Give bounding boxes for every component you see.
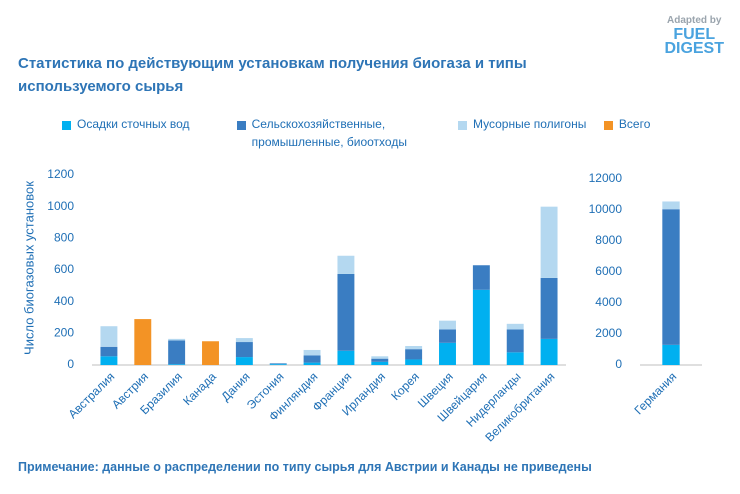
x-tick-label: Австралия — [65, 369, 117, 421]
bar-segment — [506, 323, 524, 330]
bar-segment — [439, 342, 456, 365]
legend-label: Мусорные полигоны — [472, 117, 587, 131]
bar-segment — [168, 340, 186, 365]
legend-item: Мусорные полигоны — [457, 117, 592, 151]
bar-segment — [100, 346, 118, 357]
bar-segment — [134, 319, 152, 365]
bar-segment — [662, 209, 680, 345]
legend-swatch — [603, 121, 613, 130]
bar-segment — [506, 329, 524, 353]
note: Примечание: данные о распределении по ти… — [18, 460, 592, 474]
y-tick-label: 12000 — [589, 171, 623, 185]
bar-segment — [371, 358, 389, 362]
y-tick-label: 200 — [54, 326, 74, 340]
y-tick-label: 1200 — [47, 167, 74, 181]
bar-segment — [235, 357, 253, 365]
y-tick-label: 4000 — [595, 295, 622, 309]
bar-segment — [303, 349, 321, 356]
y-tick-label: 400 — [54, 294, 74, 308]
y-tick-label: 600 — [54, 262, 74, 276]
x-tick-label: Германия — [631, 369, 679, 417]
legend-swatch — [62, 121, 71, 130]
bar-segment — [662, 201, 680, 210]
legend-swatch — [457, 121, 467, 130]
bar-segment — [269, 363, 287, 365]
bar-segment — [540, 338, 558, 365]
y-tick-label: 8000 — [595, 233, 622, 247]
bar-segment — [439, 320, 456, 330]
bar-segment — [439, 329, 456, 343]
legend-label: Всего — [618, 117, 651, 131]
bar-segment — [235, 342, 253, 358]
bar-segment — [371, 356, 389, 359]
legend-swatch — [236, 121, 246, 130]
bar-segment — [371, 361, 389, 365]
bar-segment — [506, 352, 524, 365]
bar-segment — [337, 255, 355, 274]
y-tick-label: 2000 — [595, 326, 622, 340]
legend-item: Осадки сточных вод — [62, 117, 225, 151]
bar-segment — [405, 359, 423, 365]
y-tick-label: 0 — [615, 357, 622, 371]
bar-segment — [303, 355, 321, 363]
legend: Осадки сточных вод Сельскохозяйственные, … — [62, 117, 702, 151]
y-tick-label: 0 — [67, 357, 74, 371]
bar-segment — [405, 349, 423, 360]
bar-segment — [337, 273, 355, 351]
bar-segment — [662, 344, 680, 365]
chart-title: Статистика по действующим установкам пол… — [18, 55, 527, 95]
y-tick-label: 800 — [54, 231, 74, 245]
y-axis-label: Число биогазовых установок — [21, 181, 36, 355]
logo: Adapted by FUEL DIGEST — [664, 14, 724, 57]
y-tick-label: 6000 — [595, 264, 622, 278]
bar-segment — [100, 356, 118, 365]
bar-segment — [100, 326, 118, 347]
bar-segment — [235, 338, 253, 343]
bar-segment — [303, 362, 321, 365]
bar-segment — [472, 289, 490, 365]
legend-label: Осадки сточных вод — [77, 117, 190, 131]
legend-item: Сельскохозяйственные, промышленные, биоо… — [236, 117, 428, 151]
bar-segment — [472, 265, 490, 290]
bar-segment — [405, 346, 423, 350]
bar-segment — [269, 364, 287, 365]
logo-line: DIGEST — [664, 40, 724, 57]
bar-segment — [168, 338, 186, 341]
legend-item: Всего — [603, 117, 690, 151]
logo-line: FUEL — [673, 26, 716, 43]
x-tick-label: Канада — [180, 369, 219, 408]
bar-segment — [540, 277, 558, 339]
bar-segment — [540, 206, 558, 278]
logo-line: Adapted by — [666, 15, 722, 26]
y-tick-label: 10000 — [589, 202, 623, 216]
bar-segment — [337, 350, 355, 365]
legend-label: Сельскохозяйственные, промышленные, биоо… — [251, 117, 407, 149]
bar-segment — [168, 364, 186, 365]
y-tick-label: 1000 — [47, 199, 74, 213]
bar-segment — [202, 341, 219, 365]
